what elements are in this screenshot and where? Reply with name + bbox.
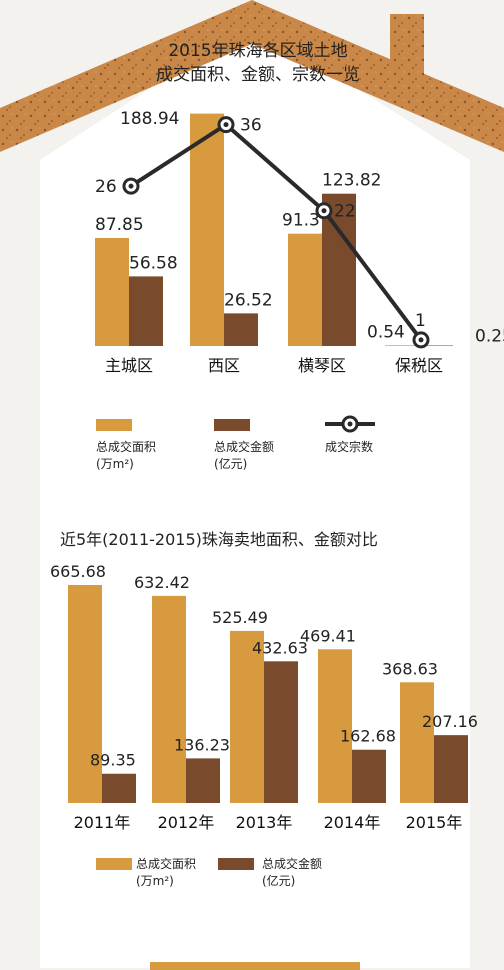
x2-tick-label-4: 2015年 (406, 813, 463, 832)
chart2-legend: 总成交面积 (万m²) 总成交金额 (亿元) (96, 856, 322, 888)
value2-label-area-1: 632.42 (134, 573, 190, 592)
count-marker-dot-2 (321, 208, 327, 214)
chart1-subtitle: 成交面积、金额、宗数一览 (156, 65, 360, 85)
legend-area-label: 总成交面积 (96, 439, 156, 454)
legend2-amount-label: 总成交金额 (262, 856, 322, 871)
bar-amount-2 (322, 193, 356, 346)
bar-area-2 (288, 233, 322, 346)
x-tick-label-2: 横琴区 (298, 356, 346, 375)
x-tick-label-3: 保税区 (395, 356, 443, 375)
bar2-area-0 (68, 585, 102, 803)
value2-label-area-0: 665.68 (50, 562, 106, 581)
legend-area-swatch (96, 419, 132, 431)
legend2-amount-swatch (218, 858, 254, 870)
bar2-area-1 (152, 595, 186, 803)
value-label-area-2: 91.3 (282, 211, 320, 231)
value-label-area-3: 0.54 (367, 322, 405, 342)
value-label-amount-2: 123.82 (322, 171, 381, 191)
bar-amount-1 (224, 313, 258, 346)
value2-label-amount-4: 207.16 (422, 712, 478, 731)
legend2-area-label: 总成交面积 (136, 856, 196, 871)
x-tick-label-1: 西区 (208, 356, 240, 375)
bar-area-0 (95, 237, 129, 346)
count-marker-dot-1 (223, 122, 229, 128)
count-marker-dot-3 (418, 337, 424, 343)
count-line (129, 122, 423, 342)
count-label-0: 26 (95, 177, 117, 197)
legend-amount-label: 总成交金额 (214, 439, 274, 454)
chart1-title: 2015年珠海各区域土地 (168, 41, 347, 61)
count-label-1: 36 (240, 116, 262, 136)
bar2-area-3 (318, 649, 352, 803)
value-label-area-0: 87.85 (95, 215, 144, 235)
bar2-amount-3 (352, 749, 386, 803)
value2-label-amount-3: 162.68 (340, 727, 396, 746)
x2-tick-label-1: 2012年 (158, 813, 215, 832)
legend-count-marker-dot (347, 421, 353, 427)
x2-tick-label-3: 2014年 (324, 813, 381, 832)
legend2-area-unit: (万m²) (136, 874, 174, 888)
value-label-amount-1: 26.52 (224, 290, 273, 310)
legend-area-unit: (万m²) (96, 457, 134, 471)
value2-label-amount-2: 432.63 (252, 638, 308, 657)
bar2-amount-4 (434, 735, 468, 803)
legend-amount-unit: (亿元) (214, 456, 247, 471)
bar-area-1 (190, 113, 224, 347)
x-tick-label-0: 主城区 (105, 356, 153, 375)
legend-count-label: 成交宗数 (325, 439, 373, 454)
value2-label-amount-1: 136.23 (174, 735, 230, 754)
legend-amount-swatch (214, 419, 250, 431)
bar-amount-3 (419, 345, 453, 346)
floor-strip (150, 962, 360, 970)
value2-label-amount-0: 89.35 (90, 751, 136, 770)
chart1-legend: 总成交面积 (万m²) 总成交金额 (亿元) 成交宗数 (96, 415, 375, 471)
value-label-area-1: 188.94 (120, 109, 179, 129)
value2-label-area-3: 469.41 (300, 626, 356, 645)
x2-tick-label-2: 2013年 (236, 813, 293, 832)
bar-area-3 (385, 345, 419, 346)
legend2-amount-unit: (亿元) (262, 873, 295, 888)
value2-label-area-4: 368.63 (382, 659, 438, 678)
x2-tick-label-0: 2011年 (74, 813, 131, 832)
bar2-amount-1 (186, 758, 220, 803)
chart2-title: 近5年(2011-2015)珠海卖地面积、金额对比 (60, 530, 378, 549)
legend2-area-swatch (96, 858, 132, 870)
count-marker-dot-0 (128, 183, 134, 189)
count-label-2: 22 (334, 202, 356, 222)
house-panel (40, 22, 470, 968)
bar2-area-4 (400, 682, 434, 803)
chimney (390, 14, 424, 78)
value2-label-area-2: 525.49 (212, 608, 268, 627)
count-label-3: 1 (415, 311, 426, 331)
value-label-amount-0: 56.58 (129, 253, 178, 273)
bar2-area-2 (230, 630, 264, 803)
bar2-amount-0 (102, 773, 136, 803)
bar-amount-0 (129, 276, 163, 346)
value-label-amount-3: 0.25 (475, 327, 504, 347)
bar2-amount-2 (264, 661, 298, 803)
